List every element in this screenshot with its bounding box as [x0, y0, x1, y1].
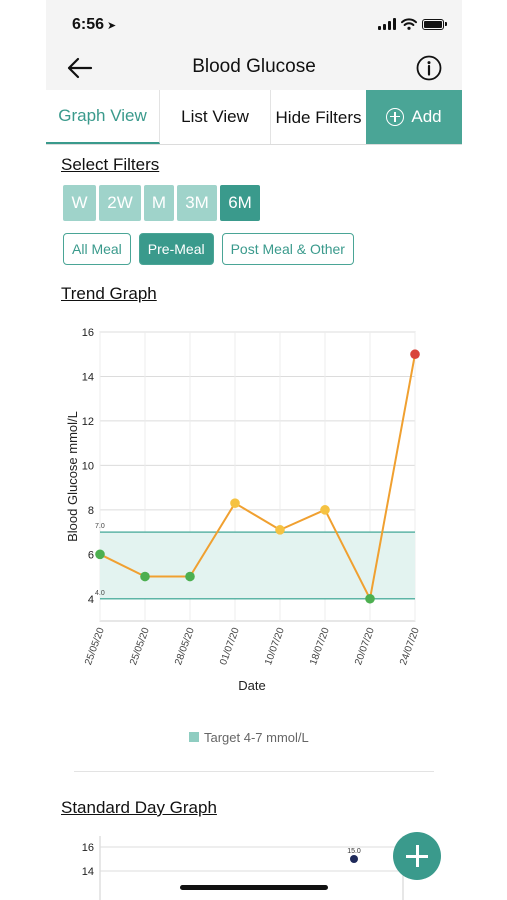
meal-button-pre-meal[interactable]: Pre-Meal — [138, 233, 214, 265]
page-title: Blood Glucose — [192, 56, 316, 77]
phone-screen: 6:56 ➤ Blood Glucose Graph View List View — [46, 0, 462, 900]
floating-add-button[interactable] — [393, 832, 441, 880]
y-axis-label: Blood Glucose mmol/L — [65, 411, 80, 542]
series-line — [99, 354, 416, 600]
status-bar: 6:56 ➤ — [46, 0, 462, 46]
x-tick-label: 20/07/20 — [353, 626, 377, 667]
y-tick-label: 4 — [88, 594, 94, 606]
y-tick-label: 8 — [88, 505, 94, 517]
plus-icon — [406, 845, 428, 867]
home-indicator — [180, 885, 328, 890]
x-tick-label: 24/07/20 — [398, 626, 422, 667]
y-tick-label: 16 — [82, 327, 94, 339]
add-circle-icon — [386, 108, 405, 126]
std-data-label: 15.0 — [347, 848, 361, 855]
add-button-label: Add — [411, 107, 442, 126]
range-button-w[interactable]: W — [63, 185, 96, 221]
data-point — [185, 571, 195, 582]
tab-list-view[interactable]: List View — [181, 107, 249, 126]
status-time: 6:56 ➤ — [72, 16, 116, 34]
hide-filters-button[interactable]: Hide Filters — [270, 90, 366, 144]
y-tick-label: 14 — [82, 371, 94, 383]
trend-graph-heading: Trend Graph — [61, 284, 157, 303]
data-point — [365, 593, 375, 604]
data-point — [275, 525, 285, 535]
navigation-bar: Blood Glucose — [46, 46, 462, 90]
meal-filter: All Meal Pre-Meal Post Meal & Other — [63, 233, 354, 265]
x-tick-label: 10/07/20 — [263, 626, 287, 667]
time-range-filter: W 2W M 3M 6M — [63, 185, 260, 221]
status-icons — [378, 16, 447, 32]
data-point — [320, 505, 330, 515]
legend-label: Target 4-7 mmol/L — [204, 730, 309, 745]
std-y-tick-label: 16 — [82, 842, 94, 854]
target-range-band — [100, 532, 415, 599]
select-filters-heading: Select Filters — [61, 155, 160, 174]
add-button[interactable]: Add — [366, 90, 462, 144]
data-point — [230, 498, 240, 508]
back-arrow-icon[interactable] — [64, 54, 94, 82]
x-tick-label: 28/05/20 — [173, 626, 197, 667]
meal-button-post-meal[interactable]: Post Meal & Other — [221, 233, 354, 265]
section-divider — [74, 771, 434, 772]
view-tab-bar: Graph View List View Hide Filters Add — [46, 90, 462, 145]
tab-graph-view[interactable]: Graph View — [46, 90, 160, 144]
battery-icon — [422, 18, 447, 30]
x-axis-label: Date — [238, 678, 265, 693]
range-button-2w[interactable]: 2W — [99, 185, 141, 221]
y-tick-label: 6 — [88, 549, 94, 561]
wifi-icon — [401, 18, 417, 30]
x-tick-label: 25/05/20 — [128, 626, 152, 667]
range-button-m[interactable]: M — [144, 185, 174, 221]
y-tick-label: 10 — [82, 460, 94, 472]
target-high-label: 7.0 — [95, 523, 105, 530]
status-time-text: 6:56 — [72, 16, 105, 33]
range-button-3m[interactable]: 3M — [177, 185, 217, 221]
legend-swatch — [189, 732, 199, 742]
x-tick-label: 01/07/20 — [218, 626, 242, 667]
target-low-label: 4.0 — [95, 590, 105, 597]
cellular-signal-icon — [378, 18, 396, 30]
y-tick-label: 12 — [82, 416, 94, 428]
trend-graph-chart: 4 6 8 10 12 14 16 7.0 4.0 25/05/20 25/05/20 28/05/2… — [65, 327, 422, 745]
std-y-tick-label: 14 — [82, 866, 94, 878]
data-point — [95, 549, 105, 560]
meal-button-all[interactable]: All Meal — [63, 233, 131, 265]
data-point — [410, 349, 420, 360]
x-tick-label: 18/07/20 — [308, 626, 332, 667]
standard-day-graph-heading: Standard Day Graph — [61, 798, 217, 817]
x-tick-label: 25/05/20 — [83, 626, 107, 667]
data-point — [140, 571, 150, 582]
info-icon[interactable] — [416, 55, 442, 81]
location-arrow-icon: ➤ — [107, 20, 117, 32]
std-data-point — [350, 855, 358, 863]
range-button-6m[interactable]: 6M — [220, 185, 260, 221]
